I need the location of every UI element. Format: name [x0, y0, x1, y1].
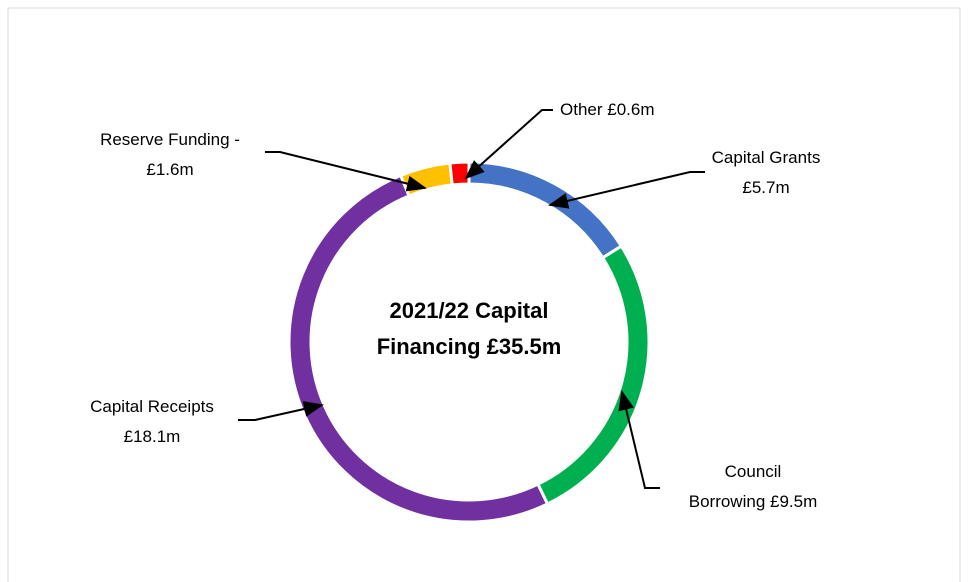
chart-title: 2021/22 Capital Financing £35.5m [376, 298, 562, 359]
data-label: Capital Grants £5.7m [706, 143, 826, 203]
donut-slice [448, 160, 471, 187]
value-label: £5.7m [742, 178, 790, 197]
category-label: Other [560, 100, 603, 119]
value-label: £18.1m [123, 427, 181, 446]
data-label: Capital Receipts £18.1m [82, 392, 222, 452]
leader-lines [238, 109, 705, 489]
category-label: Reserve Funding - [100, 130, 240, 149]
value-label: £0.6m [607, 100, 655, 119]
data-label: Council Borrowing £9.5m [686, 457, 820, 517]
leader-line [548, 171, 705, 209]
value-label: £1.6m [146, 160, 194, 179]
leader-line [464, 109, 553, 180]
frame [7, 7, 961, 582]
category-label: Capital Receipts [90, 397, 214, 416]
data-label: Other £0.6m [560, 95, 710, 125]
category-label: Capital Grants [711, 148, 821, 167]
data-label: Reserve Funding - £1.6m [95, 125, 245, 185]
value-label: £9.5m [770, 492, 818, 511]
leader-line [618, 390, 660, 489]
category-label: Council Borrowing [688, 462, 782, 511]
donut [287, 160, 651, 524]
leader-line [238, 401, 324, 421]
leader-line [265, 151, 427, 192]
